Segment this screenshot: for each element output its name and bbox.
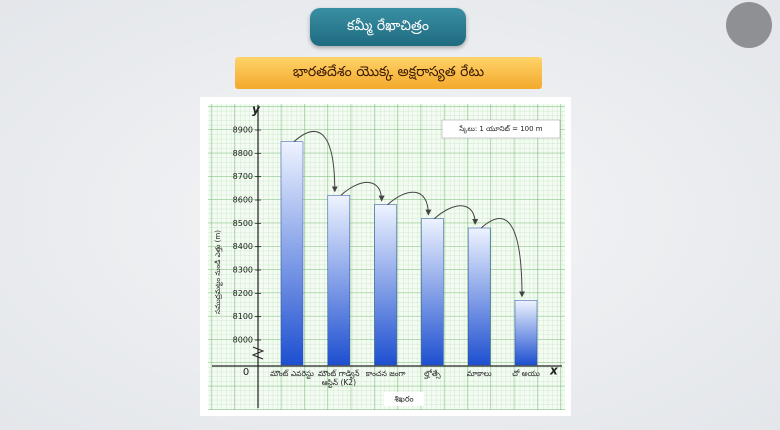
y-tick-label: 8800 [233,149,253,158]
arrow [387,191,432,216]
y-tick-label: 8700 [233,172,253,181]
logo-icon[interactable] [726,2,772,48]
x-label: శిఖరం [394,395,413,404]
origin-label: 0 [243,367,249,378]
banner: భారతదేశం యొక్క అక్షరాస్యత రేటు [235,57,542,89]
y-tick-label: 8100 [233,312,253,321]
bar [514,300,538,366]
axis-break [251,346,265,360]
y-tick-label: 8000 [233,336,253,345]
x-tick-label: మౌంట్ ఎవరెస్టు [270,369,314,378]
x-tick-label: మౌంట్ గాడ్విన్ ఆస్టిన్ (K2) [318,369,360,387]
y-tick-label: 8500 [233,219,253,228]
bar [374,204,397,366]
x-label-bg [384,392,424,406]
arrow [293,131,338,193]
x-tick-label: మాకాలు [466,369,492,378]
bar [327,195,351,366]
arrow [480,218,525,298]
y-label: సముద్రమట్టం నుండి ఎత్తు (m) [214,230,223,314]
scale-box [441,119,561,139]
x-tick-label: కాంచన జంగా [365,369,406,378]
bar [280,141,304,366]
x-axis-letter: x [549,364,559,378]
arrow [340,181,385,202]
y-tick-label: 8200 [233,289,253,298]
bar [467,227,491,366]
arrow [434,205,479,225]
title-button[interactable]: కమ్మీ రేఖాచిత్రం [310,8,466,46]
y-tick-label: 8900 [233,126,253,135]
x-tick-label: చో అయు [512,369,540,378]
y-tick-label: 8600 [233,196,253,205]
y-axis-letter: y [252,103,261,117]
y-tick-label: 8300 [233,266,253,275]
y-tick-label: 8400 [233,242,253,251]
scale-note: స్కేలు: 1 యూనిట్ = 100 m [458,125,542,134]
x-tick-label: ల్హోత్సే [424,369,441,378]
bar [421,218,444,366]
